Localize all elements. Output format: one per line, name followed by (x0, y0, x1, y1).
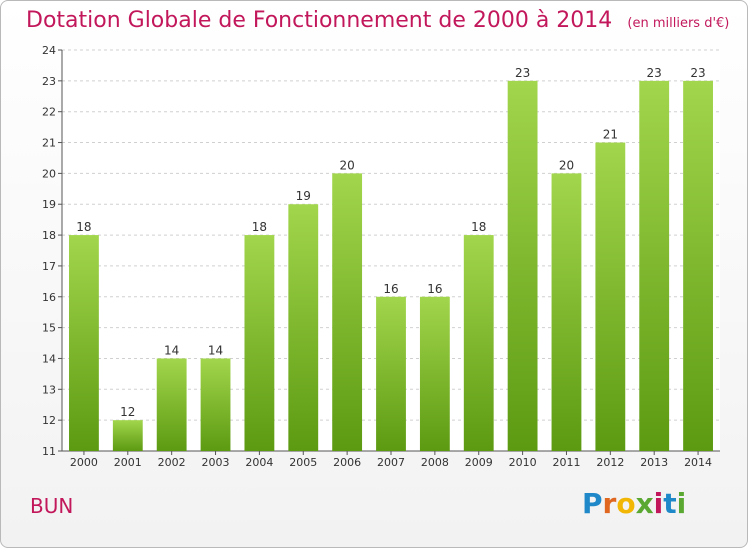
bar (376, 296, 406, 451)
logo-letter: i (676, 487, 687, 520)
bar (332, 173, 363, 451)
proxiti-logo: Proxiti (582, 487, 686, 520)
y-tick-label: 23 (42, 75, 56, 88)
y-tick-label: 19 (42, 198, 56, 211)
y-tick-label: 20 (42, 167, 56, 180)
data-label: 21 (603, 128, 618, 142)
y-tick-label: 16 (42, 291, 56, 304)
x-tick-label: 2007 (377, 456, 405, 469)
bar (683, 80, 713, 451)
x-tick-label: 2003 (202, 456, 230, 469)
data-label: 20 (339, 158, 354, 172)
data-label: 18 (471, 220, 486, 234)
logo-letter: t (663, 487, 677, 520)
data-label: 14 (208, 343, 223, 357)
logo-letter: x (635, 487, 654, 520)
town-name: BUN (30, 494, 74, 518)
data-label: 18 (76, 220, 91, 234)
data-label: 20 (559, 158, 574, 172)
x-tick-label: 2004 (245, 456, 273, 469)
y-tick-label: 14 (42, 352, 56, 365)
x-tick-label: 2006 (333, 456, 361, 469)
chart-title: Dotation Globale de Fonctionnement de 20… (26, 8, 613, 33)
bar (156, 358, 187, 451)
x-tick-label: 2008 (421, 456, 449, 469)
logo-letter: P (582, 487, 603, 520)
y-tick-label: 18 (42, 229, 56, 242)
data-label: 12 (120, 405, 135, 419)
data-label: 23 (690, 66, 705, 80)
x-tick-label: 2010 (509, 456, 537, 469)
bar (463, 235, 494, 451)
bar (200, 358, 231, 451)
data-label: 23 (515, 66, 530, 80)
x-tick-label: 2005 (289, 456, 317, 469)
data-label: 19 (296, 189, 311, 203)
y-tick-label: 22 (42, 106, 56, 119)
chart-subtitle: (en milliers d'€) (627, 16, 730, 31)
x-tick-label: 2009 (465, 456, 493, 469)
logo-letter: o (616, 487, 636, 520)
bar (595, 142, 626, 452)
x-tick-label: 2011 (552, 456, 580, 469)
y-tick-label: 11 (42, 445, 56, 458)
y-tick-label: 15 (42, 322, 56, 335)
bar (419, 296, 450, 451)
data-label: 23 (647, 66, 662, 80)
chart-header: Dotation Globale de Fonctionnement de 20… (26, 8, 729, 33)
bar (551, 173, 582, 451)
y-tick-label: 24 (42, 44, 56, 57)
y-tick-label: 17 (42, 260, 56, 273)
x-tick-label: 2001 (114, 456, 142, 469)
bar (244, 235, 275, 451)
bar (69, 235, 99, 451)
bar (112, 420, 143, 451)
data-label: 14 (164, 343, 179, 357)
y-tick-label: 13 (42, 383, 56, 396)
bar (507, 80, 538, 451)
bar (639, 80, 670, 451)
x-tick-label: 2014 (684, 456, 712, 469)
x-tick-label: 2000 (70, 456, 98, 469)
y-tick-label: 21 (42, 137, 56, 150)
y-tick-label: 12 (42, 414, 56, 427)
x-tick-label: 2013 (640, 456, 668, 469)
x-tick-label: 2012 (596, 456, 624, 469)
data-label: 16 (383, 282, 398, 296)
bar (288, 204, 319, 451)
data-label: 18 (252, 220, 267, 234)
x-tick-label: 2002 (158, 456, 186, 469)
logo-letter: i (653, 487, 664, 520)
data-label: 16 (427, 282, 442, 296)
logo-letter: r (602, 487, 617, 520)
